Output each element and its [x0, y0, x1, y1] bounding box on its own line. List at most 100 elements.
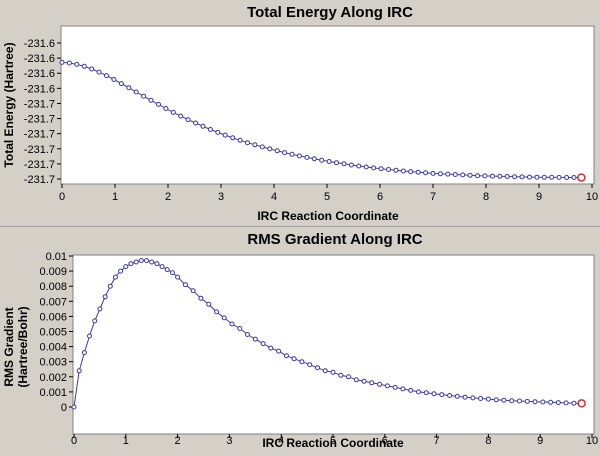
data-point[interactable]	[431, 391, 437, 397]
data-point[interactable]	[408, 169, 414, 175]
data-point[interactable]	[164, 267, 170, 273]
data-point[interactable]	[159, 264, 165, 270]
data-point[interactable]	[156, 101, 161, 107]
data-point[interactable]	[252, 142, 258, 148]
data-point[interactable]	[392, 384, 398, 390]
data-point[interactable]	[415, 169, 421, 175]
data-point[interactable]	[519, 174, 525, 180]
data-point[interactable]	[467, 172, 473, 178]
data-point[interactable]	[319, 157, 325, 163]
data-point[interactable]	[482, 173, 488, 179]
data-point[interactable]	[96, 69, 102, 75]
data-point[interactable]	[384, 383, 390, 389]
data-point[interactable]	[118, 81, 124, 87]
data-point[interactable]	[437, 171, 443, 177]
data-point[interactable]	[408, 387, 414, 393]
data-point[interactable]	[400, 386, 406, 392]
data-point[interactable]	[229, 321, 235, 327]
data-point[interactable]	[200, 123, 206, 129]
data-point[interactable]	[377, 381, 383, 387]
data-point[interactable]	[237, 137, 243, 143]
data-point[interactable]	[245, 332, 250, 337]
data-point[interactable]	[460, 172, 466, 178]
data-point[interactable]	[74, 61, 80, 67]
data-point[interactable]	[282, 150, 288, 156]
data-point[interactable]	[274, 148, 280, 154]
data-point[interactable]	[133, 259, 139, 265]
data-point[interactable]	[111, 77, 117, 82]
data-point[interactable]	[423, 170, 429, 176]
data-point[interactable]	[289, 151, 295, 157]
data-point[interactable]	[348, 162, 354, 168]
data-point[interactable]	[299, 359, 305, 365]
data-point[interactable]	[497, 173, 503, 179]
data-point[interactable]	[138, 258, 144, 263]
current-point-marker[interactable]	[577, 399, 586, 408]
data-point[interactable]	[222, 132, 228, 138]
data-point[interactable]	[532, 399, 538, 405]
data-point[interactable]	[89, 66, 95, 72]
data-point[interactable]	[133, 89, 139, 95]
data-point[interactable]	[97, 306, 103, 312]
data-point[interactable]	[356, 163, 362, 169]
data-point[interactable]	[361, 378, 367, 384]
data-point[interactable]	[245, 140, 250, 146]
data-point[interactable]	[504, 174, 510, 179]
data-point[interactable]	[276, 348, 282, 354]
data-point[interactable]	[501, 397, 507, 403]
data-point[interactable]	[315, 365, 320, 371]
data-point[interactable]	[76, 368, 82, 374]
data-point[interactable]	[102, 294, 108, 300]
data-point[interactable]	[175, 274, 181, 280]
data-point[interactable]	[207, 127, 213, 132]
data-point[interactable]	[439, 392, 445, 398]
data-point[interactable]	[512, 174, 518, 180]
data-point[interactable]	[268, 345, 274, 351]
data-point[interactable]	[363, 164, 369, 170]
data-point[interactable]	[296, 153, 302, 159]
data-point[interactable]	[330, 369, 336, 375]
data-point[interactable]	[190, 288, 196, 294]
data-point[interactable]	[548, 399, 554, 405]
data-point[interactable]	[416, 389, 421, 395]
data-point[interactable]	[386, 167, 391, 172]
data-point[interactable]	[555, 400, 561, 406]
data-point[interactable]	[423, 390, 429, 396]
data-point[interactable]	[447, 393, 453, 398]
data-point[interactable]	[92, 318, 98, 324]
data-point[interactable]	[81, 350, 87, 356]
data-point[interactable]	[371, 165, 377, 171]
data-point[interactable]	[118, 268, 124, 274]
data-point[interactable]	[214, 309, 219, 315]
current-point-marker[interactable]	[577, 173, 586, 182]
data-point[interactable]	[178, 113, 184, 119]
data-point[interactable]	[338, 372, 344, 378]
data-point[interactable]	[470, 395, 476, 401]
data-point[interactable]	[237, 326, 243, 331]
data-point[interactable]	[369, 380, 375, 386]
data-point[interactable]	[549, 174, 555, 180]
data-point[interactable]	[71, 404, 77, 410]
data-point[interactable]	[148, 97, 154, 103]
data-point[interactable]	[128, 261, 134, 267]
data-point[interactable]	[326, 159, 332, 164]
data-point[interactable]	[556, 174, 562, 180]
data-point[interactable]	[393, 167, 399, 173]
data-point[interactable]	[540, 399, 546, 405]
data-point[interactable]	[112, 274, 118, 280]
data-point[interactable]	[182, 282, 188, 288]
data-point[interactable]	[169, 270, 175, 276]
data-point[interactable]	[66, 60, 72, 66]
data-point[interactable]	[149, 259, 155, 265]
data-point[interactable]	[378, 166, 384, 172]
data-point[interactable]	[322, 368, 328, 374]
data-point[interactable]	[571, 175, 577, 180]
data-point[interactable]	[445, 171, 451, 177]
data-point[interactable]	[489, 173, 495, 179]
data-point[interactable]	[141, 93, 147, 99]
data-point[interactable]	[534, 174, 540, 180]
data-point[interactable]	[400, 168, 406, 174]
data-point[interactable]	[185, 117, 191, 123]
data-point[interactable]	[311, 156, 317, 162]
data-point[interactable]	[304, 154, 310, 160]
